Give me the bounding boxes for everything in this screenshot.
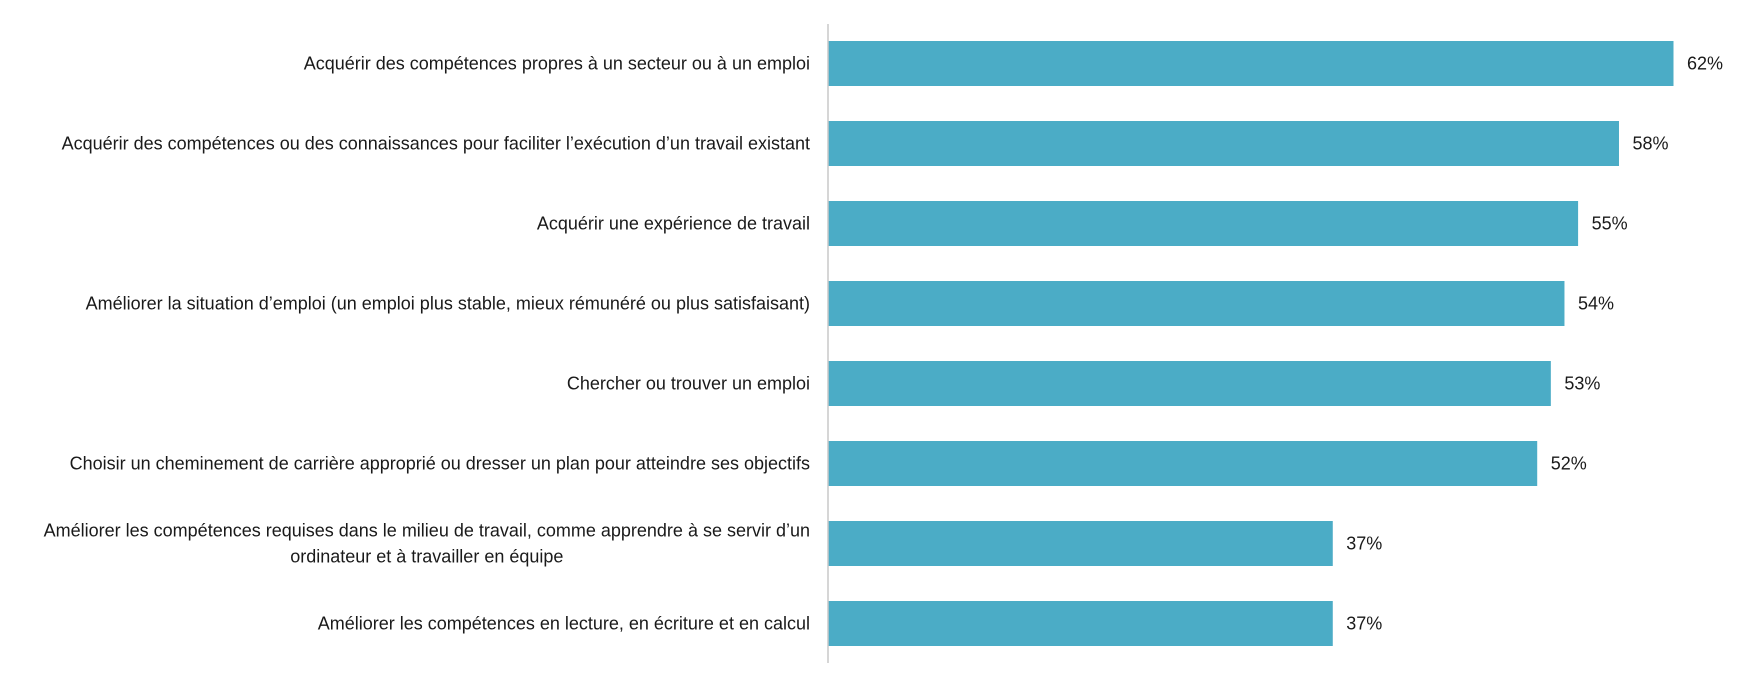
bar [828,281,1565,326]
category-label: Améliorer les compétences requises dans … [44,521,810,541]
category-label: Améliorer la situation d’emploi (un empl… [86,294,810,314]
category-labels-group: Acquérir des compétences propres à un se… [44,54,810,634]
bar-value-label: 54% [1578,294,1614,314]
category-label: Acquérir une expérience de travail [537,214,810,234]
category-label: ordinateur et à travailler en équipe [290,547,563,567]
category-label: Acquérir des compétences propres à un se… [304,54,810,74]
bar [828,41,1674,86]
bar [828,121,1619,166]
bar-value-label: 52% [1551,454,1587,474]
category-label: Améliorer les compétences en lecture, en… [318,614,810,634]
bar-value-label: 37% [1346,614,1382,634]
category-label: Chercher ou trouver un emploi [567,374,810,394]
bar-value-label: 53% [1564,374,1600,394]
category-label: Choisir un cheminement de carrière appro… [70,454,810,474]
bar [828,521,1333,566]
bar [828,601,1333,646]
bar-value-label: 37% [1346,534,1382,554]
bar [828,441,1538,486]
bar-value-label: 62% [1687,54,1723,74]
bar [828,361,1551,406]
bars-group [828,41,1674,646]
bar-value-label: 55% [1592,214,1628,234]
bar-value-label: 58% [1632,134,1668,154]
bar [828,201,1579,246]
value-labels-group: 62% 58% 55% 54% 53% 52% 37% 37% [1346,54,1723,634]
category-label: Acquérir des compétences ou des connaiss… [62,134,810,154]
